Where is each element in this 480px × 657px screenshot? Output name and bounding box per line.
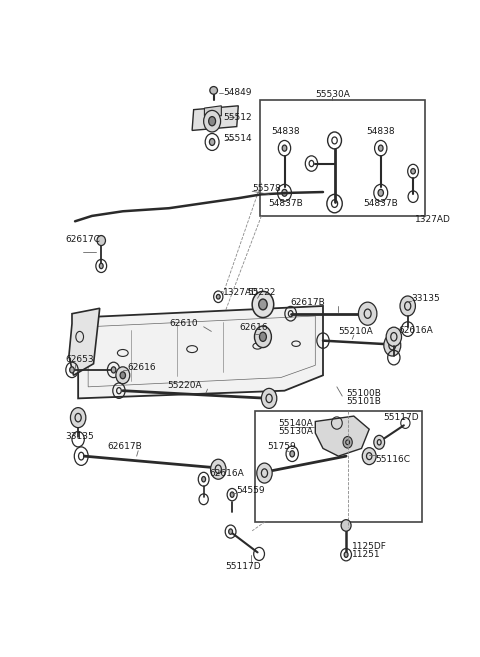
- Text: 55530A: 55530A: [315, 90, 349, 99]
- Ellipse shape: [378, 145, 383, 151]
- Ellipse shape: [99, 263, 103, 269]
- Text: 55117D: 55117D: [225, 562, 261, 571]
- Ellipse shape: [252, 291, 274, 317]
- Text: 55222: 55222: [248, 288, 276, 298]
- Text: 62616: 62616: [240, 323, 268, 332]
- Text: 62616: 62616: [127, 363, 156, 372]
- Text: 54837B: 54837B: [269, 199, 303, 208]
- Ellipse shape: [204, 110, 221, 132]
- Ellipse shape: [374, 436, 384, 449]
- Text: 55101B: 55101B: [346, 397, 381, 406]
- Ellipse shape: [230, 492, 234, 497]
- Text: 54838: 54838: [366, 127, 395, 136]
- Ellipse shape: [359, 302, 377, 325]
- Polygon shape: [192, 106, 238, 131]
- Text: 55117D: 55117D: [383, 413, 419, 422]
- Text: 55100B: 55100B: [346, 388, 381, 397]
- Text: 55116C: 55116C: [375, 455, 410, 464]
- Polygon shape: [78, 306, 323, 398]
- Text: 55210A: 55210A: [338, 327, 373, 336]
- Ellipse shape: [260, 332, 266, 342]
- Ellipse shape: [211, 459, 226, 479]
- Text: 1327AD: 1327AD: [223, 288, 259, 298]
- Ellipse shape: [71, 407, 86, 428]
- Bar: [255, 411, 421, 522]
- Ellipse shape: [228, 529, 232, 534]
- Ellipse shape: [209, 139, 215, 145]
- Ellipse shape: [97, 236, 106, 246]
- Ellipse shape: [411, 169, 415, 174]
- Text: 62617B: 62617B: [108, 442, 142, 451]
- Text: 62653: 62653: [65, 355, 94, 365]
- Ellipse shape: [344, 552, 348, 557]
- Text: 55140A: 55140A: [278, 419, 313, 428]
- Bar: [260, 101, 425, 216]
- Ellipse shape: [202, 476, 205, 482]
- Text: 1125DF: 1125DF: [352, 542, 387, 551]
- Polygon shape: [69, 308, 100, 375]
- Text: 51759: 51759: [267, 442, 296, 451]
- Text: 55578: 55578: [252, 184, 281, 193]
- Ellipse shape: [259, 299, 267, 310]
- Text: 33135: 33135: [65, 432, 94, 442]
- Text: 33135: 33135: [411, 294, 440, 303]
- Text: 54837B: 54837B: [363, 199, 398, 208]
- Text: 62617B: 62617B: [291, 298, 325, 307]
- Polygon shape: [315, 416, 369, 456]
- Text: 62616A: 62616A: [209, 468, 244, 478]
- Ellipse shape: [282, 145, 287, 151]
- Polygon shape: [204, 106, 221, 116]
- Text: 55514: 55514: [223, 135, 252, 143]
- Ellipse shape: [362, 447, 376, 464]
- Ellipse shape: [116, 367, 130, 384]
- Ellipse shape: [400, 296, 415, 316]
- Ellipse shape: [111, 367, 116, 373]
- Ellipse shape: [378, 189, 384, 196]
- Text: 1327AD: 1327AD: [415, 215, 451, 224]
- Ellipse shape: [384, 334, 401, 356]
- Ellipse shape: [209, 116, 216, 125]
- Ellipse shape: [282, 189, 287, 196]
- Ellipse shape: [216, 294, 220, 299]
- Text: 62616A: 62616A: [398, 326, 433, 335]
- Ellipse shape: [257, 463, 272, 483]
- Ellipse shape: [70, 367, 74, 373]
- Text: 55512: 55512: [223, 113, 252, 122]
- Ellipse shape: [254, 326, 271, 348]
- Text: 55220A: 55220A: [168, 381, 202, 390]
- Ellipse shape: [210, 87, 217, 94]
- Ellipse shape: [343, 436, 352, 448]
- Ellipse shape: [120, 372, 125, 378]
- Text: 54559: 54559: [237, 486, 265, 495]
- Text: 55130A: 55130A: [278, 427, 313, 436]
- Ellipse shape: [262, 388, 277, 409]
- Text: 62617C: 62617C: [65, 235, 100, 244]
- Ellipse shape: [386, 327, 402, 346]
- Text: 62610: 62610: [169, 319, 198, 328]
- Text: 54849: 54849: [223, 88, 252, 97]
- Ellipse shape: [341, 520, 351, 532]
- Ellipse shape: [290, 451, 295, 457]
- Text: 11251: 11251: [352, 550, 381, 559]
- Text: 54838: 54838: [272, 127, 300, 136]
